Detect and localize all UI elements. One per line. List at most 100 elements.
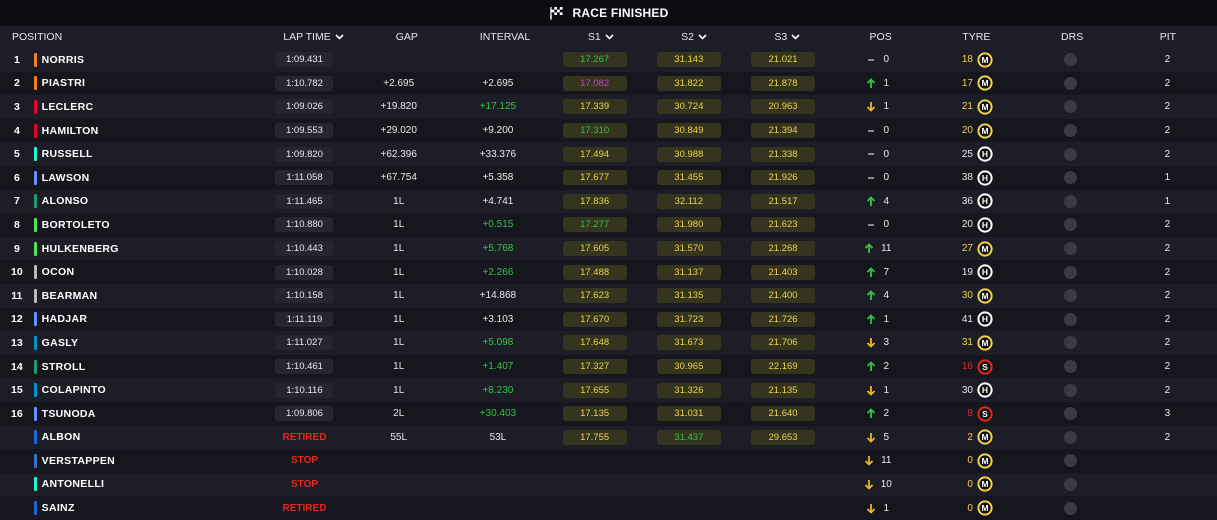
sector-s2-cell: 31.437 (642, 429, 736, 445)
driver-name[interactable]: HADJAR (41, 313, 88, 326)
arrow-up-icon (865, 196, 877, 207)
driver-name[interactable]: STROLL (41, 360, 86, 373)
driver-name[interactable]: ANTONELLI (41, 478, 105, 491)
drs-indicator-icon (1064, 430, 1078, 444)
driver-row[interactable]: 12 HADJAR 1:11.119 1L +3.103 17.670 31.723 21.7… (0, 307, 1217, 332)
driver-name[interactable]: PIASTRI (41, 77, 86, 90)
tyre-compound-letter: S (982, 362, 988, 372)
sector-s3-time: 29.653 (751, 429, 816, 445)
tyre-compound-letter: M (981, 244, 988, 254)
driver-name[interactable]: VERSTAPPEN (41, 454, 116, 467)
driver-name[interactable]: LAWSON (41, 171, 90, 184)
column-header-interval[interactable]: INTERVAL (479, 31, 531, 43)
driver-row[interactable]: ALBON RETIRED 55L 53L 17.755 31.437 29.653 5 2 M 2 (0, 425, 1217, 450)
tyre-compound-icon: H (977, 170, 993, 186)
pit-stop-count: 2 (1164, 313, 1171, 325)
position-change-value: 0 (883, 172, 890, 184)
column-header-s1[interactable]: S1 (554, 31, 647, 43)
driver-name[interactable]: HULKENBERG (41, 242, 119, 255)
driver-row[interactable]: 16 TSUNODA 1:09.806 2L +30.403 17.135 31.031 21… (0, 401, 1217, 426)
driver-row[interactable]: ANTONELLI STOP 10 0 M (0, 472, 1217, 497)
driver-row[interactable]: 1 NORRIS 1:09.431 17.267 31.143 21.021 0 18 M 2 (0, 48, 1217, 72)
position-number: 4 (13, 124, 20, 137)
column-header-drs[interactable]: DRS (1061, 31, 1084, 43)
driver-name[interactable]: BEARMAN (41, 289, 98, 302)
driver-row[interactable]: 2 PIASTRI 1:10.782 +2.695 +2.695 17.082 31.822… (0, 71, 1217, 96)
drs-indicator-icon (1064, 454, 1078, 468)
chevron-down-icon[interactable] (791, 31, 800, 43)
driver-row[interactable]: SAINZ RETIRED 1 0 M (0, 496, 1217, 520)
position-change-cell: 0 (830, 54, 924, 65)
chevron-down-icon[interactable] (698, 31, 707, 43)
driver-name[interactable]: COLAPINTO (41, 384, 106, 397)
gap-value: 1L (393, 219, 405, 231)
driver-row[interactable]: 3 LECLERC 1:09.026 +19.820 +17.125 17.339 30.7… (0, 95, 1217, 119)
driver-row[interactable]: 10 OCON 1:10.028 1L +2.266 17.488 31.137 21.403… (0, 260, 1217, 284)
sector-s1-cell: 17.277 (548, 217, 642, 233)
arrow-down-icon (863, 479, 875, 490)
driver-name[interactable]: OCON (41, 266, 75, 279)
column-header-position[interactable]: POSITION (12, 31, 63, 43)
driver-row[interactable]: 15 COLAPINTO 1:10.116 1L +8.230 17.655 31.326 2… (0, 378, 1217, 402)
gap-value: +29.020 (380, 125, 417, 137)
driver-name[interactable]: ALBON (41, 431, 81, 444)
chevron-down-icon[interactable] (335, 31, 344, 43)
column-header-gap[interactable]: GAP (395, 31, 418, 43)
team-color-bar-cell (33, 76, 42, 91)
lap-time-cell: 1:10.443 (260, 241, 349, 257)
position-change: 4 (865, 290, 889, 301)
position-number: 8 (13, 218, 20, 231)
driver-row[interactable]: 7 ALONSO 1:11.465 1L +4.741 17.836 32.112 21.51… (0, 189, 1217, 214)
driver-name[interactable]: BORTOLETO (41, 218, 110, 231)
driver-row[interactable]: 8 BORTOLETO 1:10.880 1L +0.515 17.277 31.980 21… (0, 213, 1217, 237)
driver-name[interactable]: ALONSO (41, 195, 89, 208)
lap-time-cell: 1:10.028 (260, 264, 349, 280)
driver-name[interactable]: LECLERC (41, 100, 94, 113)
driver-row[interactable]: 4 HAMILTON 1:09.553 +29.020 +9.200 17.310 30.8… (0, 118, 1217, 143)
column-header-pit[interactable]: PIT (1159, 31, 1177, 43)
column-header-tyre[interactable]: TYRE (962, 31, 991, 43)
team-color-bar (33, 99, 37, 114)
chevron-down-icon[interactable] (605, 31, 614, 43)
driver-name[interactable]: HAMILTON (41, 124, 99, 137)
driver-name[interactable]: TSUNODA (41, 407, 96, 420)
column-header-s2[interactable]: S2 (647, 31, 740, 43)
position-change-value: 11 (881, 243, 892, 255)
pit-stop-count: 2 (1164, 148, 1171, 160)
position-number: 7 (13, 195, 20, 208)
tyre-info: 27 M (955, 240, 993, 257)
position-number: 6 (13, 171, 20, 184)
drs-indicator-icon (1064, 100, 1078, 114)
sector-s2-time: 31.437 (656, 429, 721, 445)
driver-row[interactable]: 6 LAWSON 1:11.058 +67.754 +5.358 17.677 31.455… (0, 165, 1217, 190)
driver-name[interactable]: GASLY (41, 336, 79, 349)
interval-value: +14.868 (479, 290, 517, 302)
tyre-cell: 20 M (924, 122, 1023, 139)
sector-s3-cell: 21.623 (736, 217, 830, 233)
column-header-pos[interactable]: POS (869, 31, 892, 43)
drs-indicator-icon (1064, 477, 1078, 491)
column-header-lap-time[interactable]: LAP TIME (269, 31, 357, 43)
gap-value: 1L (393, 361, 405, 373)
driver-row[interactable]: 11 BEARMAN 1:10.158 1L +14.868 17.623 31.135 21… (0, 283, 1217, 308)
tyre-compound-letter: H (982, 149, 988, 159)
position-change-cell: 10 (830, 479, 924, 490)
driver-row[interactable]: 13 GASLY 1:11.027 1L +5.098 17.648 31.673 21.70… (0, 331, 1217, 355)
position-change-cell: 4 (830, 290, 924, 301)
driver-name[interactable]: NORRIS (41, 53, 85, 66)
driver-name[interactable]: SAINZ (41, 502, 75, 515)
team-color-bar (33, 76, 37, 91)
driver-row[interactable]: 9 HULKENBERG 1:10.443 1L +5.768 17.605 31.570 2… (0, 236, 1217, 261)
sector-s3-time: 21.726 (751, 311, 816, 327)
driver-name[interactable]: RUSSELL (41, 148, 93, 161)
sector-s3-cell: 21.403 (736, 264, 830, 280)
column-header-s3[interactable]: S3 (741, 31, 834, 43)
driver-row[interactable]: 14 STROLL 1:10.461 1L +1.407 17.327 30.965 22.1… (0, 354, 1217, 379)
tyre-compound-letter: M (981, 338, 988, 348)
lap-time-cell: 1:09.431 (260, 52, 349, 68)
drs-cell (1024, 360, 1118, 374)
sector-s2-time: 30.988 (656, 146, 721, 162)
driver-row[interactable]: 5 RUSSELL 1:09.820 +62.396 +33.376 17.494 30.9… (0, 142, 1217, 166)
driver-row[interactable]: VERSTAPPEN STOP 11 0 M (0, 449, 1217, 473)
